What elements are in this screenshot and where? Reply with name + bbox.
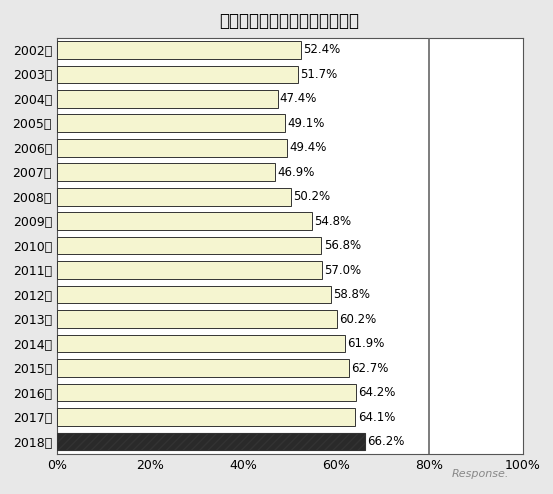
Text: 49.1%: 49.1% <box>288 117 325 130</box>
Bar <box>57 359 349 377</box>
Bar <box>57 212 312 230</box>
Text: 46.9%: 46.9% <box>278 166 315 179</box>
Title: チャイルドシート使用率の推移: チャイルドシート使用率の推移 <box>220 12 359 31</box>
Bar <box>57 384 356 401</box>
Text: 50.2%: 50.2% <box>293 190 330 203</box>
Text: 49.4%: 49.4% <box>289 141 327 154</box>
Text: 58.8%: 58.8% <box>333 288 370 301</box>
Bar <box>57 90 278 108</box>
Text: 52.4%: 52.4% <box>303 43 341 56</box>
Text: 64.1%: 64.1% <box>358 411 395 423</box>
Bar <box>57 164 275 181</box>
Bar <box>57 335 345 352</box>
Text: 51.7%: 51.7% <box>300 68 337 81</box>
Bar <box>57 66 298 83</box>
Text: 56.8%: 56.8% <box>324 239 361 252</box>
Bar <box>57 310 337 328</box>
Bar <box>57 188 290 206</box>
Text: 61.9%: 61.9% <box>347 337 385 350</box>
Bar <box>57 139 287 157</box>
Text: 57.0%: 57.0% <box>325 264 362 277</box>
Text: 66.2%: 66.2% <box>367 435 405 448</box>
Bar <box>57 433 365 451</box>
Bar <box>57 115 285 132</box>
Text: 54.8%: 54.8% <box>314 215 352 228</box>
Bar <box>57 261 322 279</box>
Bar <box>57 41 301 59</box>
Bar <box>57 286 331 303</box>
Bar <box>57 237 321 254</box>
Text: 62.7%: 62.7% <box>351 362 389 374</box>
Text: 47.4%: 47.4% <box>280 92 317 105</box>
Text: 60.2%: 60.2% <box>340 313 377 326</box>
Text: 64.2%: 64.2% <box>358 386 395 399</box>
Text: Response.: Response. <box>451 469 509 479</box>
Bar <box>57 408 356 426</box>
